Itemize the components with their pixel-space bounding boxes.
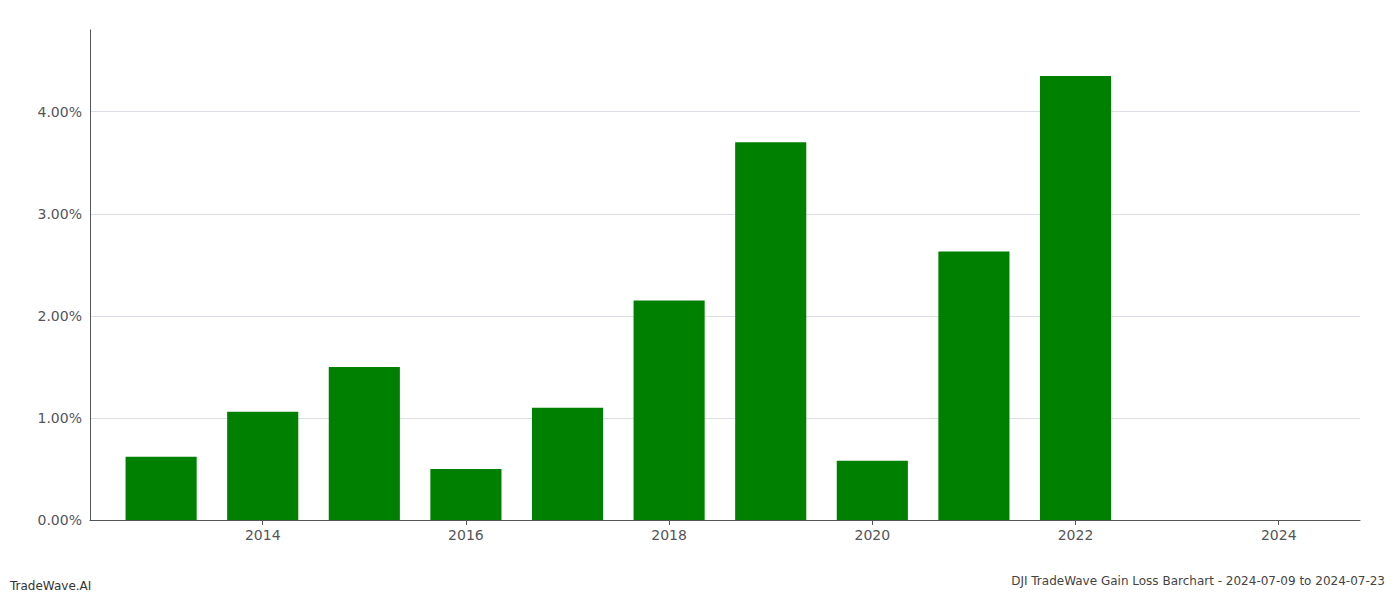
svg-text:4.00%: 4.00% <box>38 104 82 120</box>
svg-text:2014: 2014 <box>245 527 281 543</box>
svg-text:2.00%: 2.00% <box>38 308 82 324</box>
svg-text:DJI TradeWave Gain Loss Barcha: DJI TradeWave Gain Loss Barchart - 2024-… <box>1011 574 1385 588</box>
svg-text:3.00%: 3.00% <box>38 206 82 222</box>
svg-text:1.00%: 1.00% <box>38 410 82 426</box>
svg-text:2022: 2022 <box>1058 527 1094 543</box>
svg-text:TradeWave.AI: TradeWave.AI <box>9 579 91 593</box>
svg-text:2020: 2020 <box>854 527 890 543</box>
svg-text:2018: 2018 <box>651 527 687 543</box>
svg-text:0.00%: 0.00% <box>38 512 82 528</box>
svg-text:2016: 2016 <box>448 527 484 543</box>
svg-text:2024: 2024 <box>1261 527 1297 543</box>
